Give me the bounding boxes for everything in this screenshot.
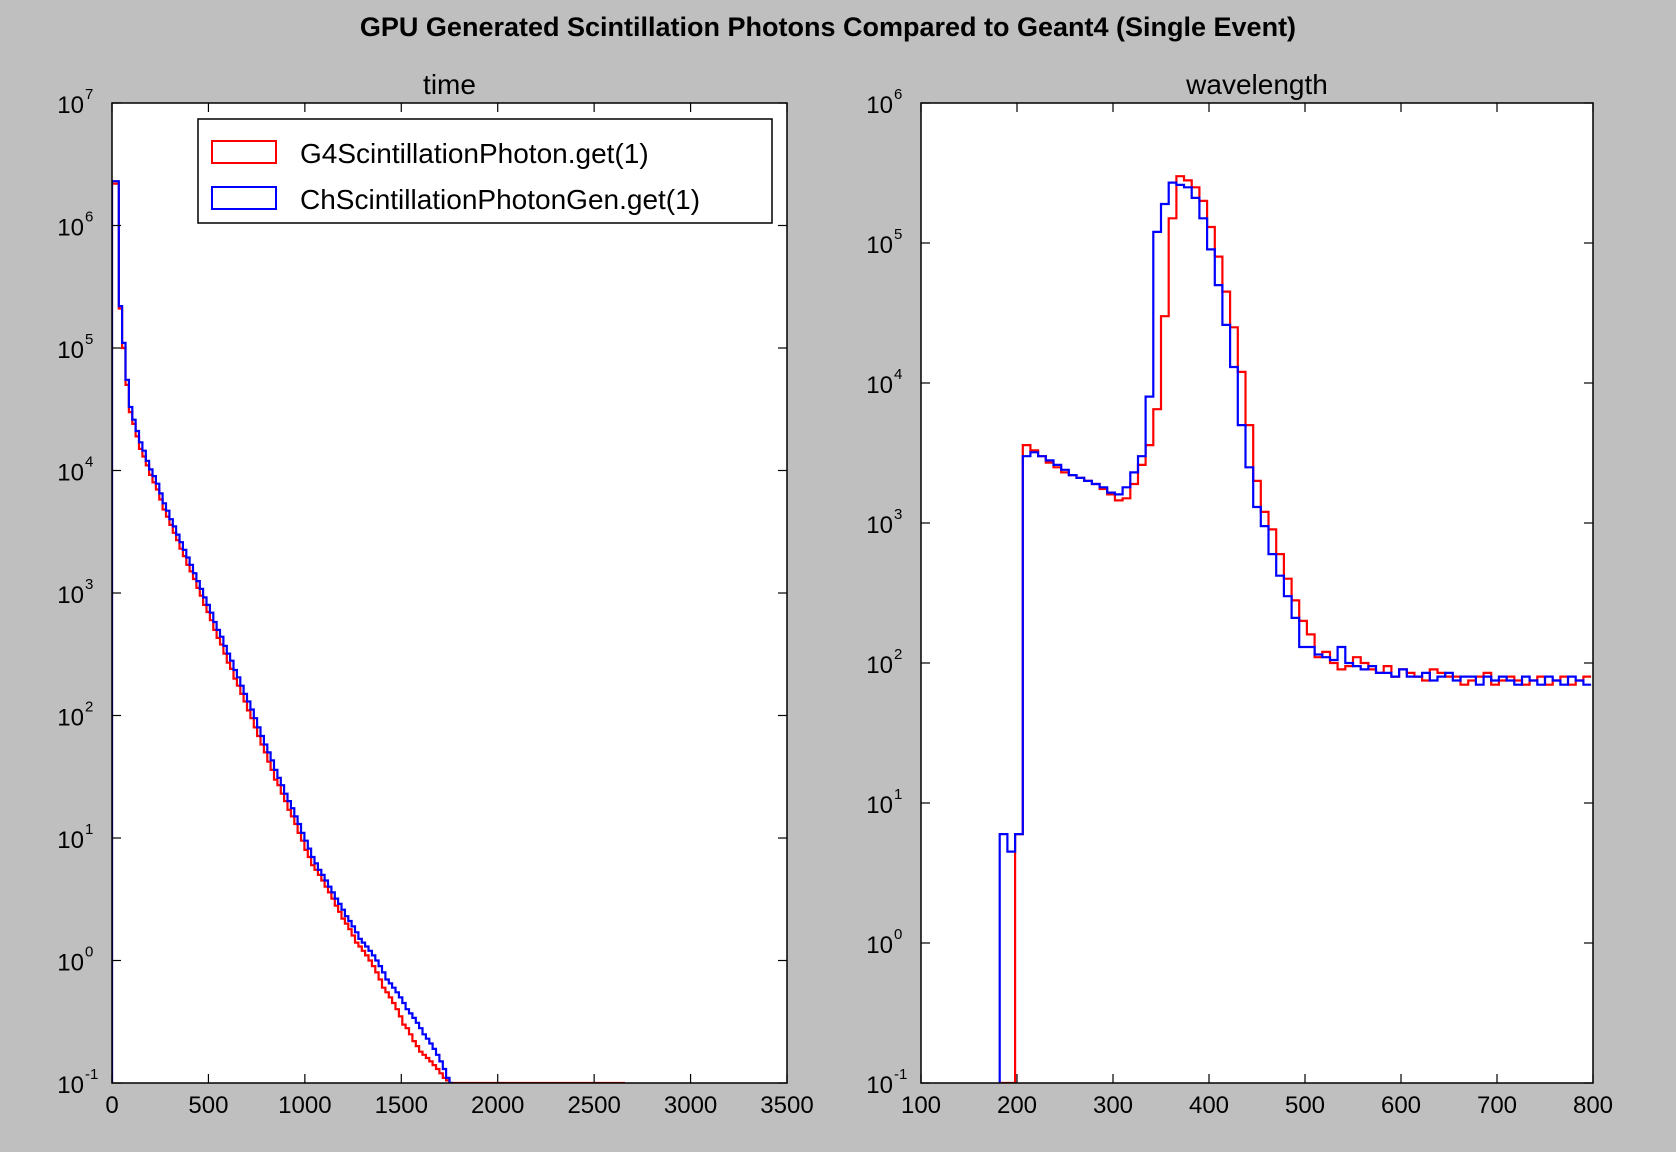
y-tick-label: 10 bbox=[866, 92, 893, 119]
y-tick-label: 10 bbox=[57, 705, 84, 732]
x-tick-label: 3000 bbox=[664, 1092, 717, 1119]
x-tick-label: 2000 bbox=[471, 1092, 524, 1119]
legend-swatch-2 bbox=[211, 186, 277, 210]
x-tick-label: 600 bbox=[1381, 1092, 1421, 1119]
y-tick-exponent: 0 bbox=[85, 944, 93, 961]
y-tick-label: 10 bbox=[866, 1072, 893, 1099]
x-tick-label: 400 bbox=[1189, 1092, 1229, 1119]
x-tick-label: 3500 bbox=[760, 1092, 813, 1119]
y-tick-exponent: 6 bbox=[894, 86, 902, 103]
series-line-2 bbox=[112, 180, 453, 1083]
y-tick-exponent: 3 bbox=[894, 506, 902, 523]
y-tick-label: 10 bbox=[57, 582, 84, 609]
y-tick-exponent: 7 bbox=[85, 86, 93, 103]
x-tick-label: 300 bbox=[1093, 1092, 1133, 1119]
panel-title: wavelength bbox=[1185, 69, 1328, 100]
x-tick-label: 0 bbox=[105, 1092, 118, 1119]
legend-box bbox=[197, 118, 773, 224]
y-tick-exponent: 4 bbox=[894, 366, 902, 383]
y-tick-exponent: 5 bbox=[85, 331, 93, 348]
legend: G4ScintillationPhoton.get(1) ChScintillat… bbox=[197, 118, 773, 224]
y-tick-label: 10 bbox=[866, 792, 893, 819]
series-line-2 bbox=[998, 181, 1592, 1083]
legend-label-1: G4ScintillationPhoton.get(1) bbox=[300, 138, 649, 169]
y-tick-label: 10 bbox=[57, 950, 84, 977]
series-line-1 bbox=[999, 175, 1592, 1083]
x-tick-label: 700 bbox=[1477, 1092, 1517, 1119]
y-tick-exponent: 2 bbox=[85, 699, 93, 716]
y-tick-exponent: 2 bbox=[894, 646, 902, 663]
plot-area bbox=[921, 103, 1593, 1083]
y-tick-exponent: 4 bbox=[85, 454, 93, 471]
y-tick-exponent: -1 bbox=[894, 1066, 907, 1083]
y-tick-exponent: 6 bbox=[85, 209, 93, 226]
y-tick-exponent: 3 bbox=[85, 576, 93, 593]
x-tick-label: 1000 bbox=[278, 1092, 331, 1119]
y-tick-label: 10 bbox=[57, 92, 84, 119]
legend-swatch-1 bbox=[211, 140, 277, 164]
y-tick-exponent: 0 bbox=[894, 926, 902, 943]
x-tick-label: 500 bbox=[1285, 1092, 1325, 1119]
x-tick-label: 200 bbox=[997, 1092, 1037, 1119]
y-tick-label: 10 bbox=[57, 1072, 84, 1099]
plot-area bbox=[112, 103, 787, 1083]
y-tick-label: 10 bbox=[866, 512, 893, 539]
y-tick-label: 10 bbox=[866, 232, 893, 259]
y-tick-exponent: 5 bbox=[894, 226, 902, 243]
y-tick-label: 10 bbox=[57, 215, 84, 242]
y-tick-exponent: 1 bbox=[85, 821, 93, 838]
x-tick-label: 1500 bbox=[375, 1092, 428, 1119]
x-tick-label: 2500 bbox=[567, 1092, 620, 1119]
y-tick-label: 10 bbox=[57, 827, 84, 854]
y-tick-label: 10 bbox=[866, 652, 893, 679]
figure-title: GPU Generated Scintillation Photons Comp… bbox=[360, 12, 1296, 42]
y-tick-label: 10 bbox=[866, 372, 893, 399]
legend-label-2: ChScintillationPhotonGen.get(1) bbox=[300, 184, 700, 215]
y-tick-exponent: 1 bbox=[894, 786, 902, 803]
y-tick-label: 10 bbox=[57, 337, 84, 364]
y-tick-label: 10 bbox=[57, 460, 84, 487]
x-tick-label: 500 bbox=[188, 1092, 228, 1119]
y-tick-label: 10 bbox=[866, 932, 893, 959]
axes-frame bbox=[920, 102, 1594, 1084]
y-tick-exponent: -1 bbox=[85, 1066, 98, 1083]
x-tick-label: 100 bbox=[901, 1092, 941, 1119]
panel-title: time bbox=[423, 69, 476, 100]
series-line-1 bbox=[112, 182, 625, 1083]
x-tick-label: 800 bbox=[1573, 1092, 1613, 1119]
